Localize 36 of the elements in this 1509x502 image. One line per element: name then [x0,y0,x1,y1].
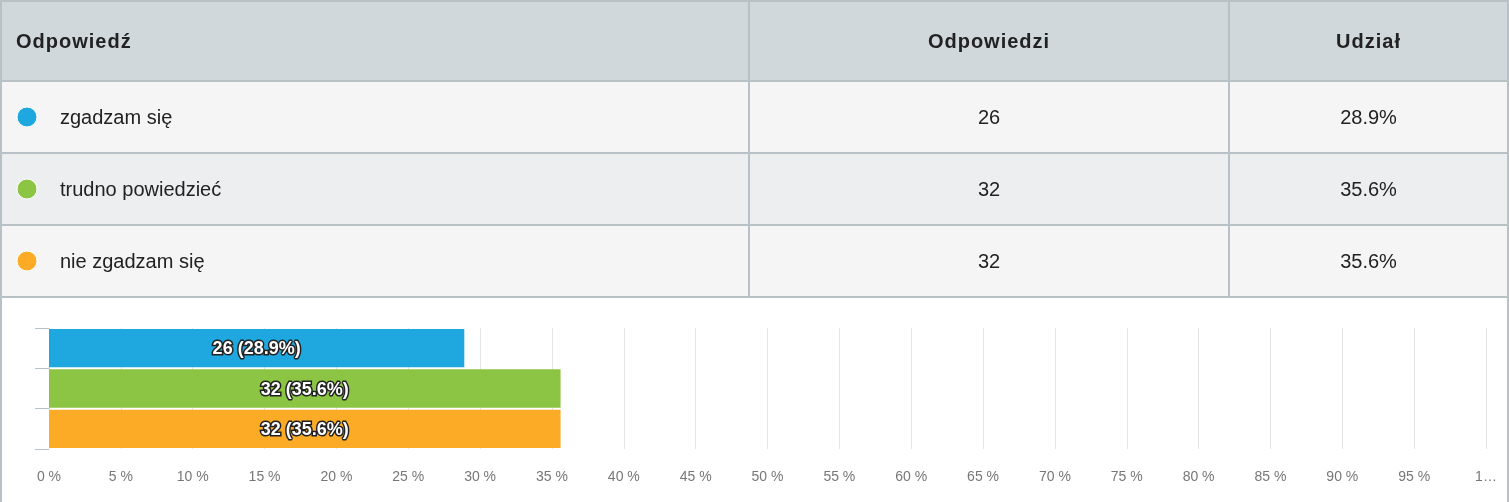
data-label: 32 (35.6%) [260,418,349,439]
x-tick-label: 70 % [1038,468,1071,484]
x-tick-label: 45 % [679,468,712,484]
x-tick-label: 40 % [607,468,640,484]
text: 26 [750,82,1230,152]
x-tick-label: 95 % [1398,468,1431,484]
x-tick-label: 55 % [823,468,856,484]
x-tick-label: 20 % [320,468,353,484]
category-label: zgadzam się [60,105,173,129]
category-label: nie zgadzam się [60,249,205,273]
x-tick-label: 60 % [895,468,928,484]
data-label: 32 (35.6%) [260,378,349,399]
x-tick-label: 15 % [248,468,281,484]
text: 32 [750,154,1230,224]
x-tick-label: 35 % [535,468,568,484]
x-tick-label: 80 % [1182,468,1215,484]
x-tick-label: 90 % [1326,468,1359,484]
text: Odpowiedź [2,2,750,80]
text: Udział [1230,2,1509,80]
x-tick-label: 65 % [967,468,1000,484]
text: 35.6% [1230,226,1509,296]
x-tick-label: 0 % [36,468,62,484]
category-label: trudno powiedzieć [60,177,222,201]
text: Odpowiedzi [750,2,1230,80]
text: 32 [750,226,1230,296]
data-label: 26 (28.9%) [212,338,301,359]
x-tick-label: 85 % [1254,468,1287,484]
text: 28.9% [1230,82,1509,152]
x-tick-label: 10 % [176,468,209,484]
x-tick-label: 30 % [464,468,497,484]
x-tick-label: 25 % [392,468,425,484]
x-tick-label: 50 % [751,468,784,484]
x-tick-label: 1… [1475,468,1497,484]
text: 35.6% [1230,154,1509,224]
x-tick-label: 75 % [1110,468,1143,484]
x-tick-label: 5 % [108,468,133,484]
